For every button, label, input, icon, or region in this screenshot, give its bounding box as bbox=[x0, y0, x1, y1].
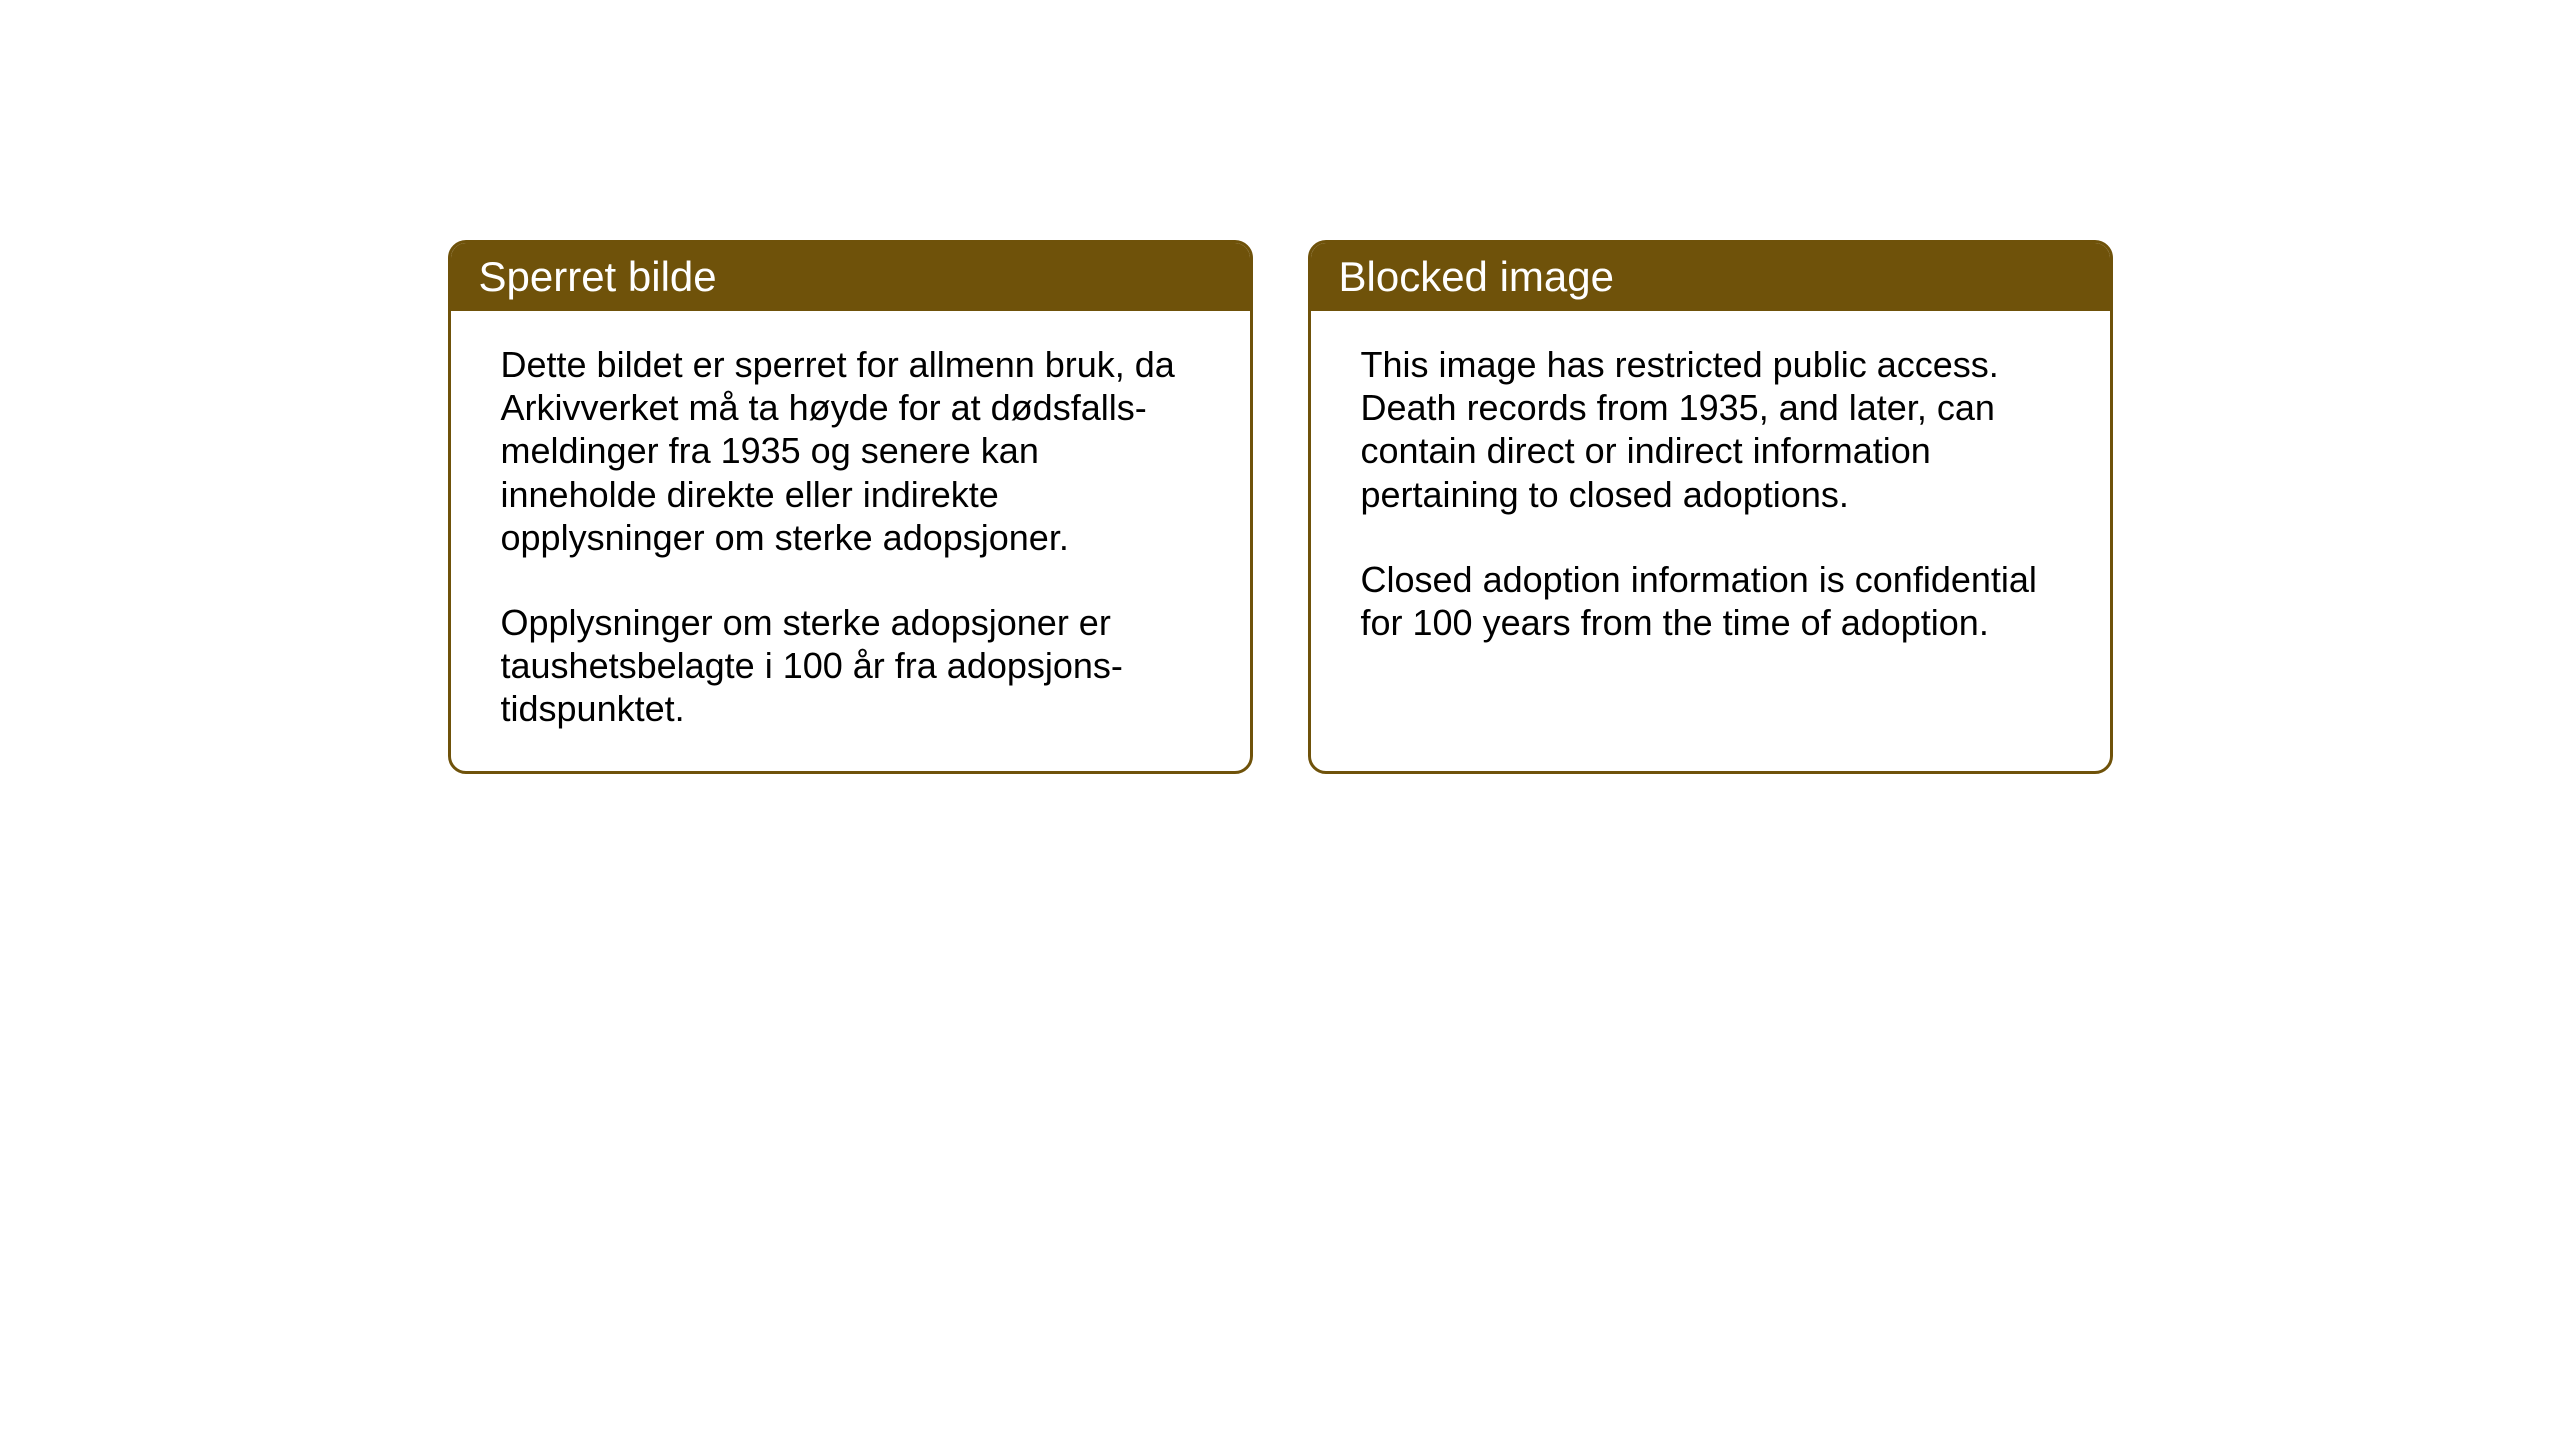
card-paragraph-2-norwegian: Opplysninger om sterke adopsjoner er tau… bbox=[501, 601, 1200, 731]
card-header-english: Blocked image bbox=[1311, 243, 2110, 311]
card-paragraph-1-english: This image has restricted public access.… bbox=[1361, 343, 2060, 516]
card-paragraph-1-norwegian: Dette bildet er sperret for allmenn bruk… bbox=[501, 343, 1200, 559]
card-paragraph-2-english: Closed adoption information is confident… bbox=[1361, 558, 2060, 644]
card-body-english: This image has restricted public access.… bbox=[1311, 311, 2110, 684]
card-title-english: Blocked image bbox=[1339, 253, 1614, 300]
card-title-norwegian: Sperret bilde bbox=[479, 253, 717, 300]
card-english: Blocked image This image has restricted … bbox=[1308, 240, 2113, 774]
cards-container: Sperret bilde Dette bildet er sperret fo… bbox=[448, 240, 2113, 774]
card-header-norwegian: Sperret bilde bbox=[451, 243, 1250, 311]
card-norwegian: Sperret bilde Dette bildet er sperret fo… bbox=[448, 240, 1253, 774]
card-body-norwegian: Dette bildet er sperret for allmenn bruk… bbox=[451, 311, 1250, 771]
